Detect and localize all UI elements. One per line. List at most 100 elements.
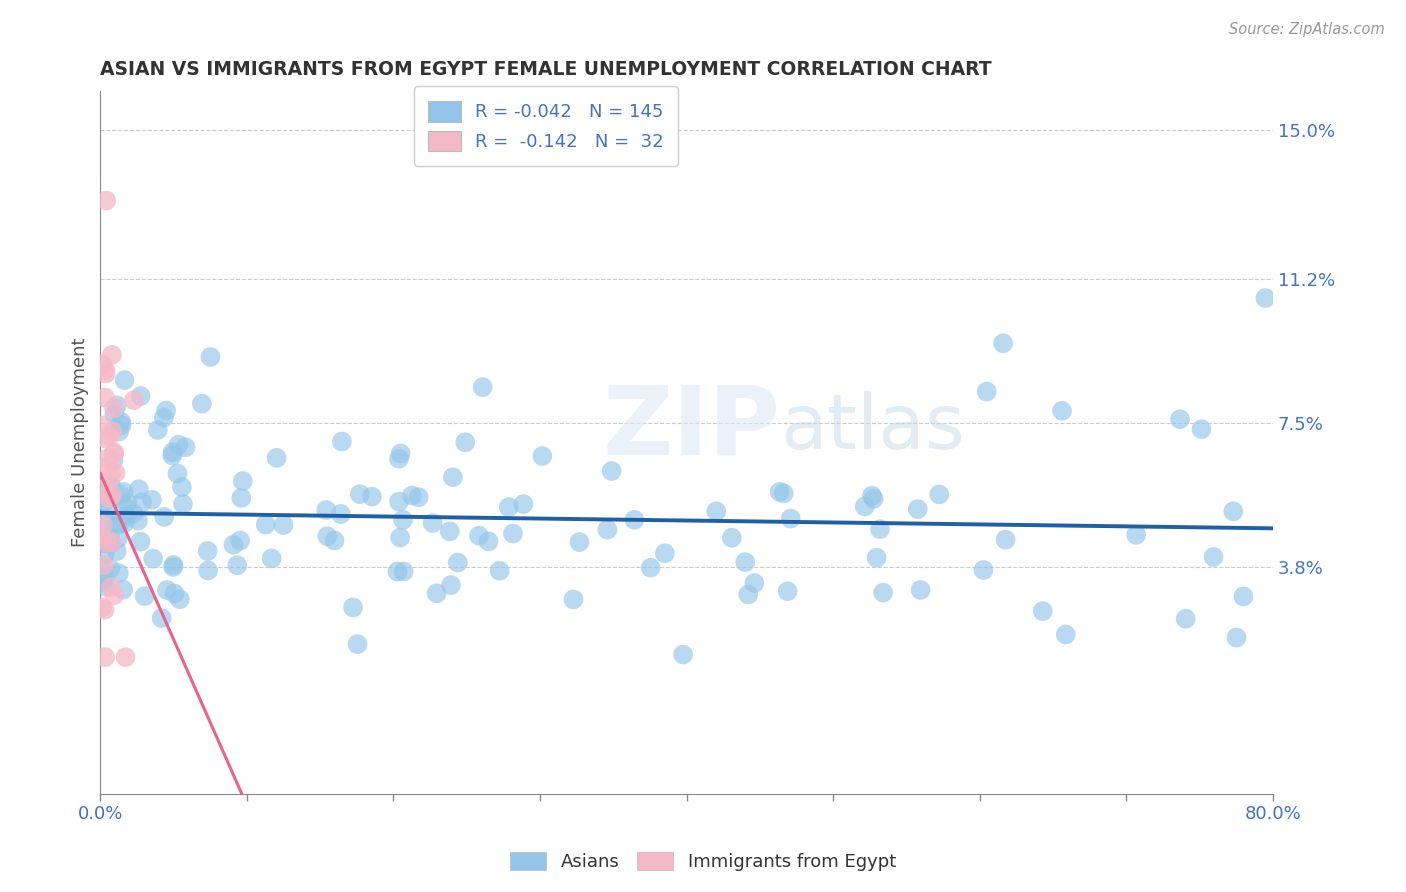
Point: [103, 453, 125, 467]
Point: [454, 435, 477, 450]
Point: [97, 491, 120, 505]
Point: [98, 562, 121, 576]
Point: [439, 524, 461, 539]
Point: [103, 588, 125, 602]
Point: [401, 489, 423, 503]
Point: [101, 348, 124, 362]
Point: [91, 574, 114, 589]
Point: [97, 479, 120, 493]
Point: [114, 650, 136, 665]
Point: [865, 550, 887, 565]
Point: [254, 517, 277, 532]
Point: [441, 470, 464, 484]
Point: [162, 449, 184, 463]
Point: [440, 578, 463, 592]
Point: [315, 503, 337, 517]
Point: [94, 363, 117, 377]
Point: [104, 466, 127, 480]
Point: [94, 431, 117, 445]
Point: [100, 478, 122, 492]
Point: [146, 423, 169, 437]
Point: [568, 535, 591, 549]
Point: [129, 534, 152, 549]
Point: [744, 576, 766, 591]
Point: [1225, 631, 1247, 645]
Point: [776, 584, 799, 599]
Point: [1232, 590, 1254, 604]
Point: [1054, 627, 1077, 641]
Point: [596, 523, 619, 537]
Point: [447, 556, 470, 570]
Point: [122, 393, 145, 408]
Point: [1222, 504, 1244, 518]
Point: [426, 586, 449, 600]
Point: [91, 418, 114, 433]
Point: [105, 516, 128, 530]
Point: [226, 558, 249, 573]
Point: [1032, 604, 1054, 618]
Point: [862, 491, 884, 506]
Point: [93, 603, 115, 617]
Point: [512, 497, 534, 511]
Point: [162, 560, 184, 574]
Point: [103, 447, 125, 461]
Point: [720, 531, 742, 545]
Point: [779, 511, 801, 525]
Point: [94, 391, 117, 405]
Point: [103, 407, 125, 421]
Text: ZIP: ZIP: [603, 382, 780, 475]
Point: [93, 558, 115, 573]
Point: [90, 531, 112, 545]
Point: [103, 401, 125, 416]
Point: [734, 555, 756, 569]
Point: [94, 580, 117, 594]
Point: [471, 380, 494, 394]
Point: [388, 451, 411, 466]
Point: [772, 486, 794, 500]
Point: [170, 480, 193, 494]
Point: [91, 600, 114, 615]
Point: [323, 533, 346, 548]
Point: [112, 498, 135, 512]
Y-axis label: Female Unemployment: Female Unemployment: [72, 338, 89, 547]
Point: [117, 496, 139, 510]
Point: [94, 650, 117, 665]
Point: [96, 536, 118, 550]
Point: [166, 467, 188, 481]
Point: [531, 449, 554, 463]
Point: [266, 450, 288, 465]
Point: [197, 544, 219, 558]
Point: [162, 445, 184, 459]
Point: [232, 474, 254, 488]
Point: [329, 507, 352, 521]
Point: [907, 502, 929, 516]
Point: [654, 546, 676, 560]
Point: [114, 516, 136, 530]
Point: [229, 533, 252, 548]
Point: [231, 491, 253, 505]
Point: [128, 482, 150, 496]
Point: [153, 510, 176, 524]
Legend: R = -0.042   N = 145, R =  -0.142   N =  32: R = -0.042 N = 145, R = -0.142 N = 32: [413, 87, 678, 166]
Point: [191, 397, 214, 411]
Point: [737, 587, 759, 601]
Point: [101, 488, 124, 502]
Point: [1050, 404, 1073, 418]
Point: [346, 637, 368, 651]
Point: [108, 566, 131, 581]
Point: [872, 585, 894, 599]
Point: [98, 429, 121, 443]
Point: [502, 526, 524, 541]
Point: [94, 570, 117, 584]
Point: [115, 508, 138, 523]
Point: [468, 529, 491, 543]
Point: [103, 445, 125, 459]
Point: [1191, 422, 1213, 436]
Point: [112, 582, 135, 597]
Point: [162, 558, 184, 572]
Point: [98, 537, 121, 551]
Point: [153, 410, 176, 425]
Point: [105, 398, 128, 412]
Point: [108, 425, 131, 439]
Point: [97, 500, 120, 515]
